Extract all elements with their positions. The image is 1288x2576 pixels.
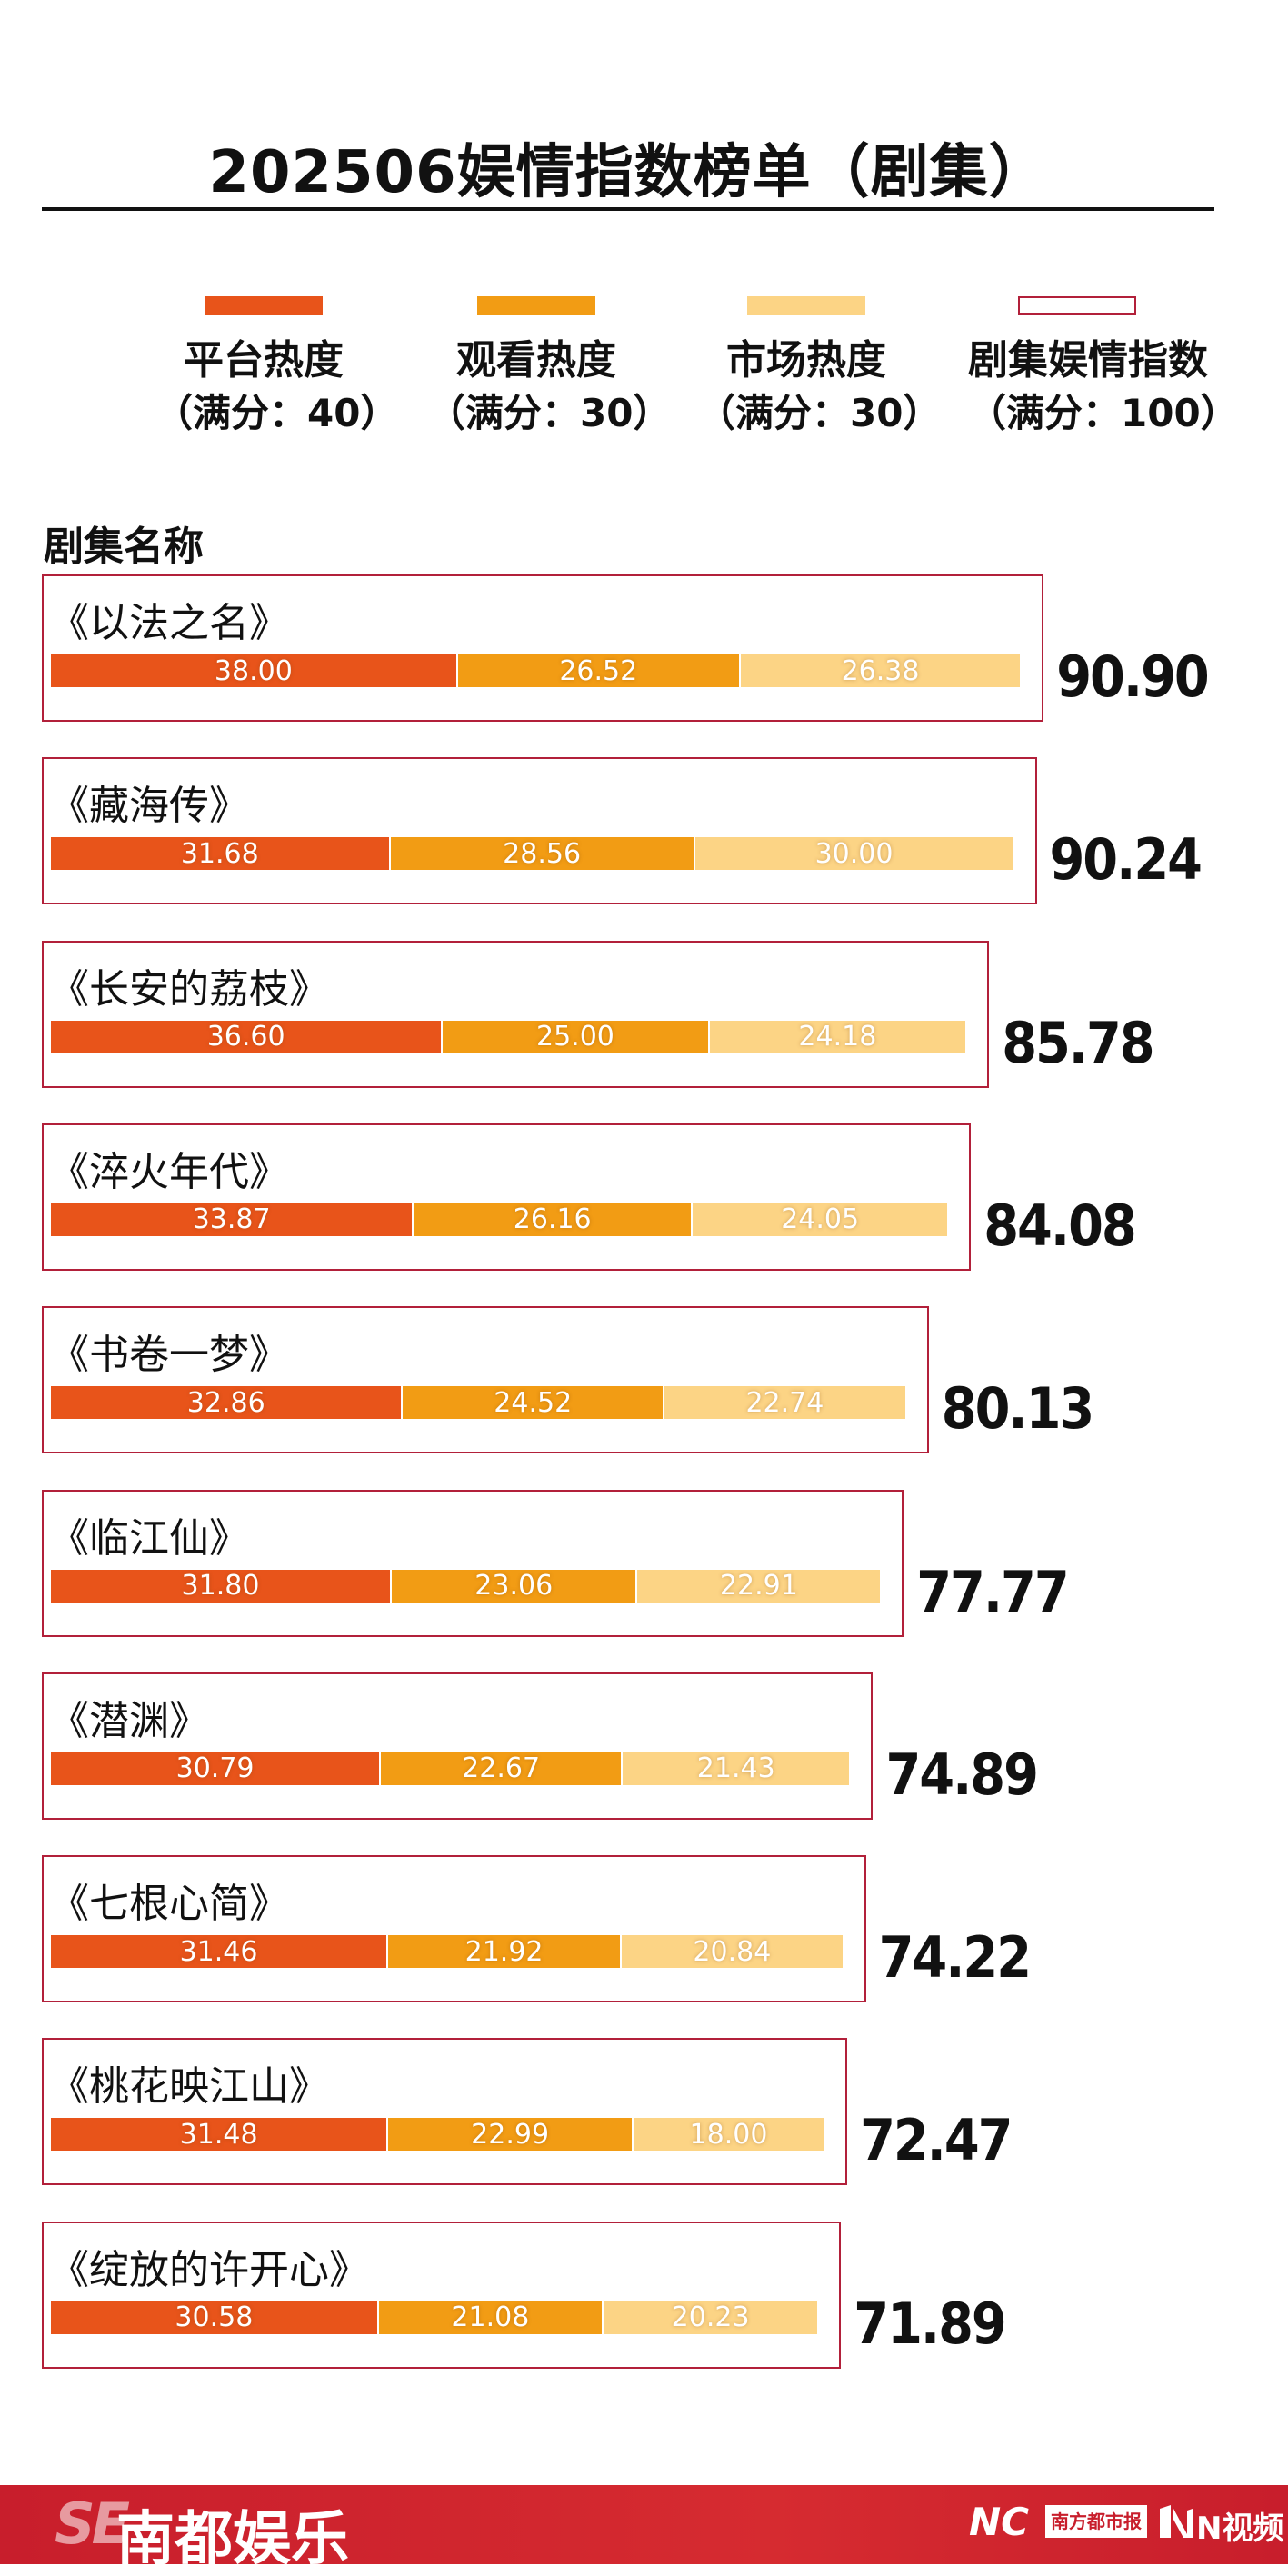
- bar-segment: 18.00: [631, 2118, 824, 2152]
- legend-label: 市场热度: [726, 337, 886, 384]
- bar-segment: 23.06: [390, 1569, 636, 1603]
- total-index-label: 84.08: [983, 1192, 1136, 1259]
- bar-segment: 24.18: [707, 1020, 966, 1053]
- chart-title: 202506娱情指数榜单（剧集）: [208, 139, 1048, 206]
- footer-brand: 南都娱乐: [116, 2506, 349, 2573]
- legend-label: 剧集娱情指数: [968, 337, 1208, 384]
- total-index-label: 74.22: [878, 1924, 1032, 1992]
- series-name: 《书卷一梦》: [49, 1332, 289, 1379]
- stacked-bar: 36.60 25.00 24.18: [51, 1020, 966, 1053]
- bar-segment: 21.92: [386, 1935, 621, 1969]
- index-outline-box: [42, 1123, 972, 1271]
- bar-segment: 24.05: [691, 1203, 948, 1236]
- bar-segment: 26.52: [455, 654, 739, 687]
- legend-item: 平台热度 （满分：40）: [155, 296, 399, 440]
- legend-max-score: （满分：30）: [697, 391, 942, 435]
- index-outline-box: [42, 2221, 842, 2369]
- bar-segment: 38.00: [51, 654, 456, 687]
- stacked-bar: 30.58 21.08 20.23: [51, 2301, 818, 2334]
- bar-segment: 26.38: [738, 654, 1021, 687]
- total-index-label: 74.89: [885, 1741, 1038, 1808]
- bar-segment: 32.86: [51, 1386, 402, 1420]
- series-name: 《长安的荔枝》: [49, 965, 329, 1013]
- legend-item: 市场热度 （满分：30）: [697, 296, 942, 440]
- stacked-bar: 31.48 22.99 18.00: [51, 2118, 824, 2152]
- bar-segment: 21.08: [376, 2301, 602, 2334]
- bar-segment: 22.74: [663, 1386, 905, 1420]
- legend-max-score: （满分：30）: [427, 391, 672, 435]
- stacked-bar: 31.46 21.92 20.84: [51, 1935, 843, 1969]
- bar-segment: 33.87: [51, 1203, 413, 1236]
- legend-swatch: [477, 296, 595, 315]
- series-name: 《淬火年代》: [49, 1148, 289, 1195]
- stacked-bar: 32.86 24.52 22.74: [51, 1386, 905, 1420]
- total-index-label: 85.78: [1002, 1009, 1154, 1076]
- series-name: 《以法之名》: [49, 600, 289, 646]
- total-index-label: 77.77: [916, 1558, 1069, 1625]
- legend-max-score: （满分：100）: [968, 391, 1239, 435]
- n-video-icon: [1160, 2505, 1193, 2538]
- legend-label: 观看热度: [456, 337, 616, 384]
- total-index-label: 90.24: [1049, 826, 1203, 894]
- bar-segment: 20.23: [601, 2301, 818, 2334]
- total-index-label: 71.89: [854, 2290, 1006, 2357]
- bar-segment: 36.60: [51, 1020, 442, 1053]
- n-video-label: N视频: [1196, 2511, 1284, 2547]
- index-outline-box: [42, 1672, 874, 1820]
- bar-segment: 31.46: [51, 1935, 387, 1969]
- bar-segment: 30.58: [51, 2301, 377, 2334]
- bar-segment: 30.79: [51, 1752, 380, 1785]
- title-divider: [42, 207, 1214, 211]
- stacked-bar: 31.68 28.56 30.00: [51, 837, 1013, 871]
- legend-swatch: [205, 296, 323, 315]
- total-index-label: 80.13: [941, 1375, 1094, 1443]
- se-logo-mark: SE: [55, 2491, 130, 2557]
- series-name: 《绽放的许开心》: [49, 2246, 369, 2293]
- stacked-bar: 30.79 22.67 21.43: [51, 1752, 850, 1785]
- legend-swatch: [1018, 296, 1136, 315]
- legend-label: 平台热度: [184, 337, 344, 384]
- bar-segment: 31.48: [51, 2118, 387, 2152]
- legend-item: 观看热度 （满分：30）: [427, 296, 672, 440]
- total-index-label: 72.47: [860, 2107, 1013, 2174]
- section-label: 剧集名称: [44, 524, 204, 570]
- bar-segment: 20.84: [620, 1935, 843, 1969]
- legend-swatch: [747, 296, 865, 315]
- series-name: 《七根心简》: [49, 1881, 289, 1928]
- index-outline-box: [42, 1489, 904, 1637]
- stacked-bar: 38.00 26.52 26.38: [51, 654, 1021, 687]
- bar-segment: 21.43: [621, 1752, 850, 1785]
- index-outline-box: [42, 1306, 929, 1454]
- bar-segment: 26.16: [412, 1203, 692, 1236]
- index-outline-box: [42, 940, 990, 1088]
- bar-segment: 22.91: [635, 1569, 881, 1603]
- bar-segment: 25.00: [441, 1020, 708, 1053]
- series-name: 《潜渊》: [49, 1697, 209, 1744]
- stacked-bar: 33.87 26.16 24.05: [51, 1203, 948, 1236]
- bar-segment: 24.52: [401, 1386, 664, 1420]
- bar-segment: 28.56: [388, 837, 694, 871]
- legend-max-score: （满分：40）: [155, 391, 399, 435]
- series-name: 《桃花映江山》: [49, 2063, 329, 2111]
- index-outline-box: [42, 757, 1037, 905]
- bar-segment: 31.68: [51, 837, 389, 871]
- stacked-bar: 31.80 23.06 22.91: [51, 1569, 881, 1603]
- index-outline-box: [42, 1855, 866, 2003]
- bar-segment: 22.99: [386, 2118, 632, 2152]
- series-name: 《临江仙》: [49, 1514, 249, 1562]
- nc-logo: NC: [969, 2500, 1029, 2544]
- series-name: 《藏海传》: [49, 783, 249, 830]
- total-index-label: 90.90: [1056, 644, 1209, 710]
- bar-segment: 22.67: [379, 1752, 622, 1785]
- index-outline-box: [42, 2038, 848, 2186]
- index-outline-box: [42, 574, 1044, 722]
- newspaper-logo: 南方都市报: [1045, 2505, 1147, 2538]
- legend-item: 剧集娱情指数 （满分：100）: [968, 296, 1239, 440]
- bar-segment: 31.80: [51, 1569, 390, 1603]
- bar-segment: 30.00: [693, 837, 1013, 871]
- footer-banner: SE 南都娱乐 NC 南方都市报 N视频: [0, 2485, 1288, 2573]
